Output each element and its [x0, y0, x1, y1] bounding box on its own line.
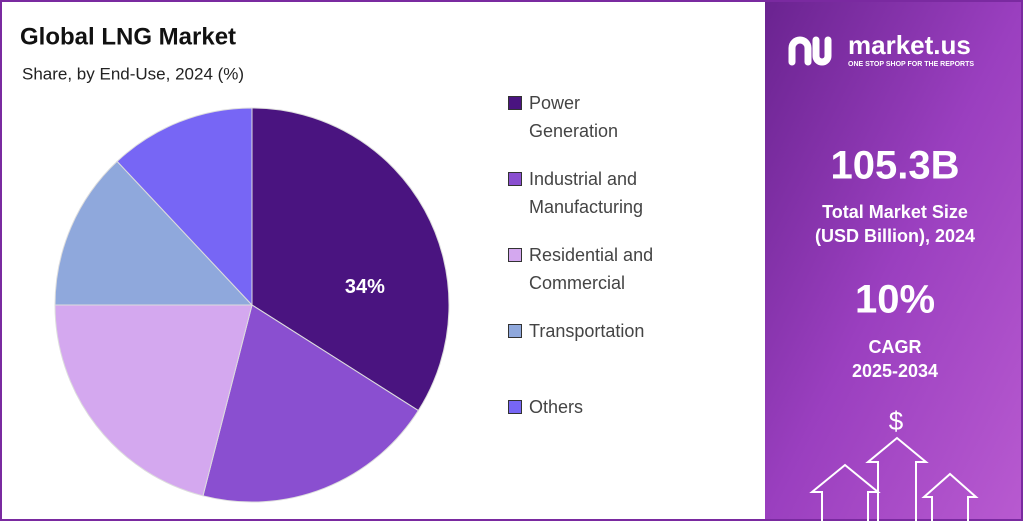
- cagr-period: 2025-2034: [852, 361, 938, 381]
- market-size-label: (USD Billion), 2024: [815, 226, 975, 246]
- value-label: 34%: [345, 276, 385, 298]
- dollar-icon: $: [889, 406, 904, 436]
- chart-title: Global LNG Market: [20, 23, 236, 50]
- arrow: [921, 472, 979, 521]
- pie-slice: [54, 304, 253, 497]
- cagr-value: 10%: [855, 278, 935, 322]
- legend-swatch: [508, 324, 522, 338]
- legend-label: Others: [529, 397, 584, 417]
- pie-slice: [251, 107, 450, 412]
- legend-item: Residential and Commercial: [508, 241, 658, 297]
- cagr-label: CAGR: [869, 337, 922, 357]
- side-panel: [765, 2, 1021, 519]
- legend-label: Residential and Commercial: [529, 245, 654, 293]
- legend-item: Transportation: [508, 317, 658, 345]
- brand-logo: [788, 36, 832, 66]
- arrow: [809, 463, 881, 521]
- brand-name: market.us: [848, 30, 971, 60]
- brand-tagline: ONE STOP SHOP FOR THE REPORTS: [848, 61, 974, 68]
- pie-slice: [54, 160, 254, 306]
- legend-item: Others: [508, 393, 658, 421]
- legend-label: Industrial and Manufacturing: [529, 169, 644, 217]
- legend-label: Transportation: [529, 321, 645, 341]
- logo-stroke: [788, 36, 812, 66]
- legend-swatch: [508, 96, 522, 110]
- arrow: [865, 436, 929, 521]
- market-size-label: Total Market Size: [822, 202, 968, 222]
- pie-slice: [116, 107, 253, 307]
- pie-slice: [202, 304, 420, 503]
- logo-stroke: [812, 36, 832, 66]
- legend-item: Power Generation: [508, 89, 658, 145]
- legend-label: Power Generation: [529, 93, 619, 141]
- legend-swatch: [508, 172, 522, 186]
- market-size: 105.3B: [831, 144, 960, 188]
- legend-swatch: [508, 400, 522, 414]
- growth-arrows: [809, 436, 979, 521]
- chart-subtitle: Share, by End-Use, 2024 (%): [22, 64, 244, 83]
- legend-swatch: [508, 248, 522, 262]
- legend-item: Industrial and Manufacturing: [508, 165, 658, 221]
